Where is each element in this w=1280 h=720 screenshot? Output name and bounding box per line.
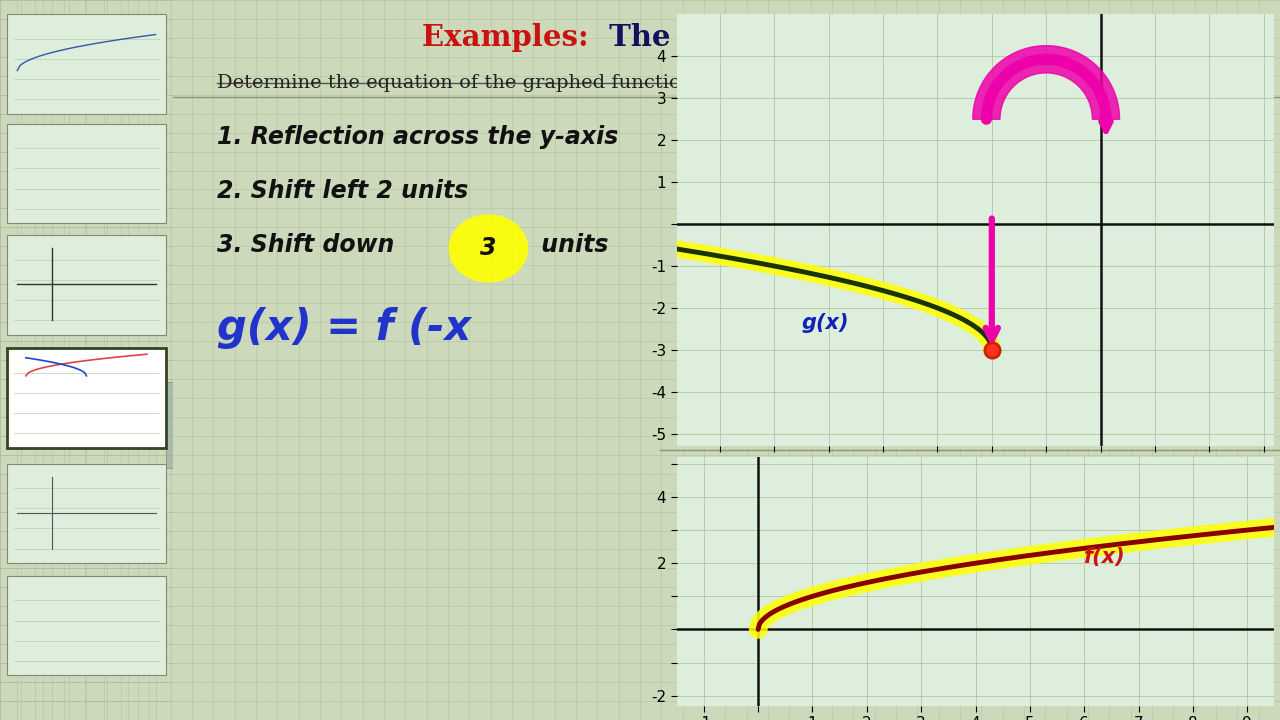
Text: units: units bbox=[532, 233, 608, 257]
Text: 2. Shift left 2 units: 2. Shift left 2 units bbox=[218, 179, 468, 203]
FancyBboxPatch shape bbox=[166, 382, 173, 468]
Text: g(x) = f (-x: g(x) = f (-x bbox=[218, 307, 471, 348]
Text: g(x): g(x) bbox=[801, 313, 849, 333]
FancyBboxPatch shape bbox=[6, 576, 166, 675]
FancyBboxPatch shape bbox=[6, 348, 166, 448]
Ellipse shape bbox=[448, 215, 529, 282]
FancyBboxPatch shape bbox=[6, 14, 166, 114]
FancyBboxPatch shape bbox=[6, 235, 166, 335]
FancyBboxPatch shape bbox=[6, 124, 166, 223]
Text: 3: 3 bbox=[480, 236, 497, 261]
FancyBboxPatch shape bbox=[6, 464, 166, 563]
Polygon shape bbox=[973, 45, 1120, 120]
Text: 1. Reflection across the y-axis: 1. Reflection across the y-axis bbox=[218, 125, 618, 149]
Text: f(x): f(x) bbox=[1084, 547, 1126, 567]
Text: The Equation of a Square Root Function: The Equation of a Square Root Function bbox=[599, 23, 1268, 52]
Text: Determine the equation of the graphed function.: Determine the equation of the graphed fu… bbox=[218, 73, 700, 91]
Text: 3. Shift down: 3. Shift down bbox=[218, 233, 403, 257]
Text: Examples:: Examples: bbox=[422, 23, 599, 52]
